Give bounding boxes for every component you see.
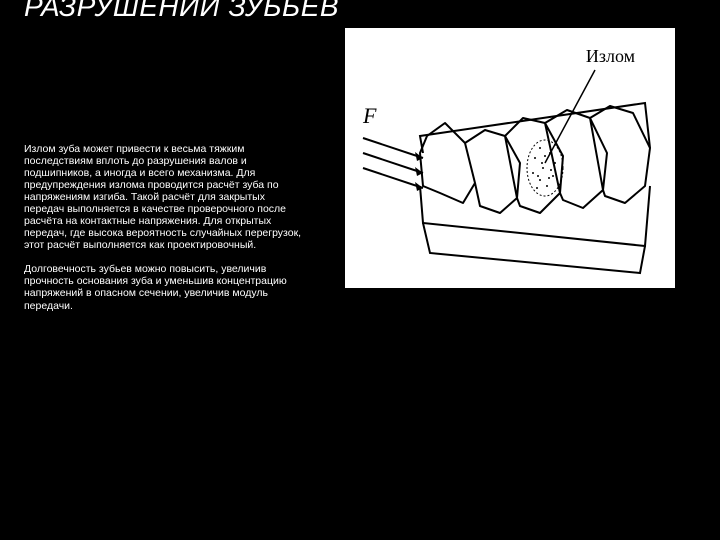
content-wrap: Излом зуба может привести к весьма тяжки… xyxy=(24,143,696,324)
paragraph-2: Долговечность зубьев можно повысить, уве… xyxy=(24,263,304,311)
slide-container: РАЗРУШЕНИИ ЗУБЬЕВ Излом зуба может приве… xyxy=(0,0,720,532)
diagram-column: F Излом xyxy=(324,28,696,324)
slide-title: РАЗРУШЕНИИ ЗУБЬЕВ xyxy=(24,0,696,23)
paragraph-1: Излом зуба может привести к весьма тяжки… xyxy=(24,143,304,252)
text-column: Излом зуба может привести к весьма тяжки… xyxy=(24,143,304,324)
gear-fracture-diagram: F Излом xyxy=(345,28,675,288)
gear-diagram-svg xyxy=(345,28,675,288)
